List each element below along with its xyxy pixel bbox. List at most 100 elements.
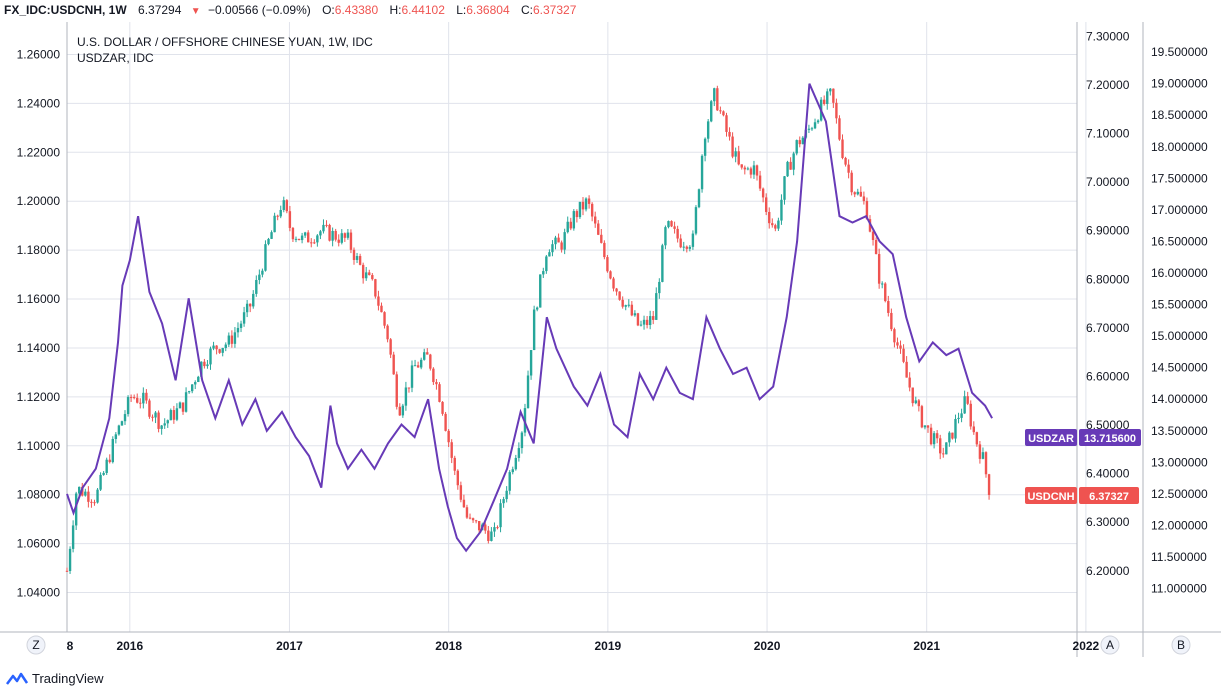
candle-body [648,316,652,326]
price-change: −0.00566 (−0.09%) [208,3,311,17]
candle-body [597,223,600,235]
candle [661,243,664,283]
z-button[interactable]: Z [26,635,46,655]
candle [667,220,670,229]
candle-body [371,275,374,280]
candle [584,197,588,212]
candle [966,391,969,406]
candle-body [887,301,890,313]
candle-body [520,432,524,449]
candle-body [209,348,212,365]
candle-body [664,227,667,246]
candle [508,470,511,495]
chart-legend-title[interactable]: U.S. DOLLAR / OFFSHORE CHINESE YUAN, 1W,… [77,35,373,49]
candle-body [90,501,93,503]
candle [615,287,618,296]
candle-body [340,233,343,243]
chart-legend-secondary[interactable]: USDZAR, IDC [77,51,154,65]
candle [856,188,859,196]
candle-body [987,474,991,495]
candle [166,419,169,428]
left-tick-label: 1.24000 [17,96,61,110]
candle-body [218,349,221,353]
price-axis[interactable]: 6.20000 6.30000 6.40000 6.50000 6.60000 6.700… [1086,29,1130,578]
candle [361,262,365,284]
candle-body [535,307,539,310]
time-tick-label: 2020 [754,639,781,653]
candle-body [768,211,771,224]
candle [380,302,383,313]
candle-body [939,438,942,454]
candle [358,253,362,266]
candle [456,469,460,490]
candle-body [96,489,99,503]
candle [743,165,747,175]
close-label: C: [520,3,533,17]
left-tick-label: 1.04000 [17,586,61,600]
candle [590,202,594,222]
candle-body [734,151,737,157]
candle-body [899,345,902,349]
candle-body [99,474,102,490]
candle-body [529,350,533,376]
candle [551,240,554,257]
tradingview-brand[interactable]: TradingView [32,671,104,686]
candle [65,567,69,572]
candle [313,239,316,245]
candle [511,466,514,475]
candle [587,195,591,209]
candle [154,410,157,424]
symbol-name[interactable]: FX_IDC:USDCNH, 1W [4,3,127,17]
candle [474,519,478,524]
candle-body [435,382,438,385]
candle [383,311,386,329]
candle-body [465,507,469,518]
candle-body [358,256,362,265]
price-chart[interactable]: 1.04000 1.06000 1.08000 1.10000 1.12000 1.140… [0,0,1221,668]
high-label: H: [389,3,402,17]
high-value: 6.44102 [401,3,445,17]
candle [621,296,624,309]
candle [630,301,634,317]
zar-axis[interactable]: 11.000000 11.500000 12.000000 12.500000 13.0… [1151,45,1208,596]
candle [264,240,267,272]
candle-body [929,427,933,445]
candle-body [151,416,154,418]
candle [685,245,688,253]
candle-body [655,293,658,320]
candle [905,356,908,378]
candle-body [789,161,792,170]
candle [719,106,722,114]
candle [233,327,237,348]
candle-body [954,418,957,439]
b-button[interactable]: B [1171,635,1191,655]
candle [786,160,789,177]
candle-body [859,191,863,197]
candle-body [780,199,783,221]
candle [343,232,347,242]
left-axis[interactable]: 1.04000 1.06000 1.08000 1.10000 1.12000 1.140… [17,47,61,599]
zar-tick-label: 17.000000 [1151,203,1208,217]
candle [728,127,731,141]
time-tick-label: 2018 [435,639,462,653]
time-axis[interactable]: 8 2016 2017 2018 2019 2020 2021 2022 [67,639,1100,653]
candle [410,360,414,393]
candle-body [93,502,96,504]
tradingview-logo-icon[interactable] [6,671,28,687]
candle-body [636,313,640,326]
candle [694,205,698,236]
candle [935,430,939,444]
a-button[interactable]: A [1100,635,1120,655]
candle [74,491,78,530]
candle-body [905,361,908,378]
candle [520,431,524,454]
candle-body [206,364,209,367]
zar-tick-label: 14.500000 [1151,361,1208,375]
candle-body [884,283,887,302]
candle-body [438,384,441,402]
candle-body [829,88,832,92]
candle [841,134,844,160]
candle [441,401,444,416]
price-tick-label: 6.20000 [1086,564,1130,578]
candle-body [801,137,805,145]
